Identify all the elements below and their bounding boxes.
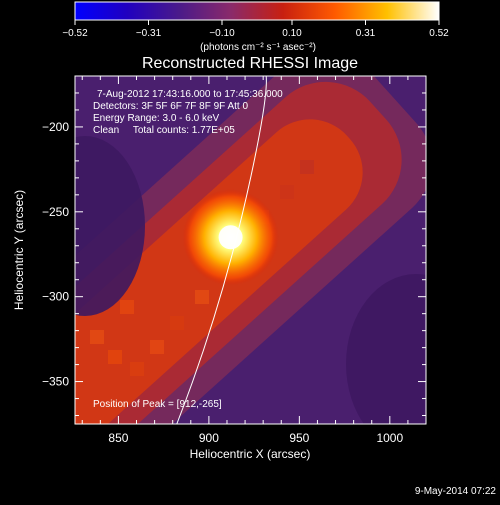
y-tick-label: −250: [42, 205, 69, 219]
pixel-block: [195, 290, 209, 304]
solar-limb-line: [176, 76, 267, 424]
info-line-clean-counts: Clean Total counts: 1.77E+05: [93, 125, 235, 136]
y-tick-label: −200: [42, 120, 69, 134]
y-axis-label: Heliocentric Y (arcsec): [12, 190, 26, 310]
pixel-block: [90, 330, 104, 344]
peak-source-core: [218, 225, 243, 250]
pixel-block: [120, 300, 134, 314]
pixel-block: [170, 316, 184, 330]
y-tick-label: −300: [42, 290, 69, 304]
x-tick-label: 950: [289, 431, 309, 445]
colorbar-ticks: −0.52 −0.31 −0.10 0.10 0.31 0.52: [62, 20, 449, 39]
pixel-block: [130, 362, 144, 376]
chart-title: Reconstructed RHESSI Image: [142, 55, 358, 72]
colorbar-unit-label: (photons cm⁻² s⁻¹ asec⁻²): [200, 42, 316, 53]
y-tick-label: −350: [42, 375, 69, 389]
colorbar-tick-label: 0.10: [282, 28, 302, 39]
colorbar-tick-label: −0.52: [62, 28, 88, 39]
x-tick-label: 1000: [376, 431, 403, 445]
pixel-block: [108, 350, 122, 364]
x-tick-label: 850: [108, 431, 128, 445]
heatmap-image: [75, 76, 426, 424]
band-inner: [75, 119, 363, 424]
colorbar-tick-label: 0.31: [356, 28, 376, 39]
colorbar-tick-label: 0.52: [429, 28, 449, 39]
timestamp-label: 9-May-2014 07:22: [415, 486, 497, 497]
pixel-block: [280, 185, 294, 199]
info-line-energy-range: Energy Range: 3.0 - 6.0 keV: [93, 113, 220, 124]
plot-frame: [74, 75, 427, 425]
info-line-time-range: 7-Aug-2012 17:43:16.000 to 17:45:36.000: [97, 89, 283, 100]
peak-position-label: Position of Peak = [912,-265]: [93, 399, 222, 410]
dark-region-left: [75, 136, 145, 316]
dark-region-right: [346, 274, 426, 424]
colorbar-tick-label: −0.10: [209, 28, 235, 39]
pixel-block: [300, 160, 314, 174]
pixel-blocks: [90, 160, 314, 376]
x-tick-label: 900: [199, 431, 219, 445]
pixel-block: [150, 340, 164, 354]
x-axis-label: Heliocentric X (arcsec): [190, 447, 311, 461]
colorbar-tick-label: −0.31: [136, 28, 162, 39]
axis-ticks: 850 900 950 1000 −200 −250 −300 −350: [42, 75, 427, 445]
info-line-detectors: Detectors: 3F 5F 6F 7F 8F 9F Att 0: [93, 101, 248, 112]
colorbar: [74, 1, 440, 21]
